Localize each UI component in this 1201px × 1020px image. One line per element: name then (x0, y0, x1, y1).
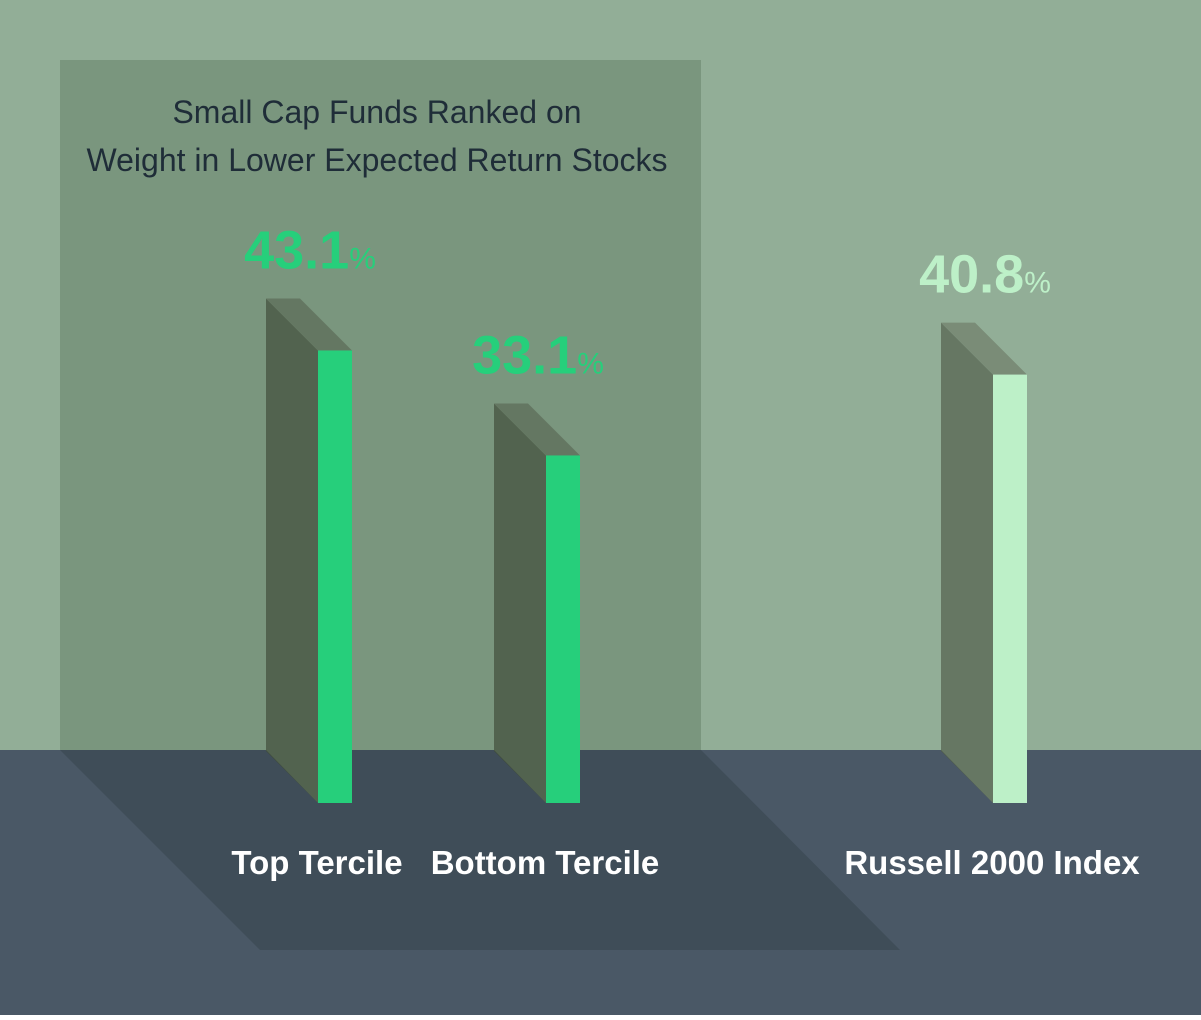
bar-side (494, 403, 546, 803)
chart-title: Weight in Lower Expected Return Stocks (86, 142, 667, 178)
bar-top (941, 322, 1027, 375)
category-label: Bottom Tercile (431, 844, 660, 881)
value-unit: % (1024, 267, 1051, 300)
bar-side (266, 298, 318, 803)
category-label: Russell 2000 Index (844, 844, 1140, 881)
bar (546, 455, 580, 803)
highlight-panel (60, 60, 701, 750)
bar (993, 374, 1027, 803)
bar-shadow (494, 750, 546, 803)
chart-title: Small Cap Funds Ranked on (172, 94, 581, 130)
bar-top (494, 403, 580, 456)
panel-shadow (60, 750, 900, 950)
value-number: 43.1 (244, 220, 349, 280)
bar-side (941, 322, 993, 803)
bar (318, 350, 352, 803)
value-label: 33.1% (472, 325, 604, 385)
value-number: 40.8 (919, 245, 1024, 305)
category-label: Top Tercile (231, 844, 402, 881)
value-unit: % (349, 242, 376, 275)
bar-top (266, 298, 352, 351)
bar-shadow (266, 750, 318, 803)
bar-shadow (941, 750, 993, 803)
value-label: 43.1% (244, 220, 376, 280)
value-number: 33.1 (472, 325, 577, 385)
value-unit: % (577, 347, 604, 380)
value-label: 40.8% (919, 245, 1051, 305)
